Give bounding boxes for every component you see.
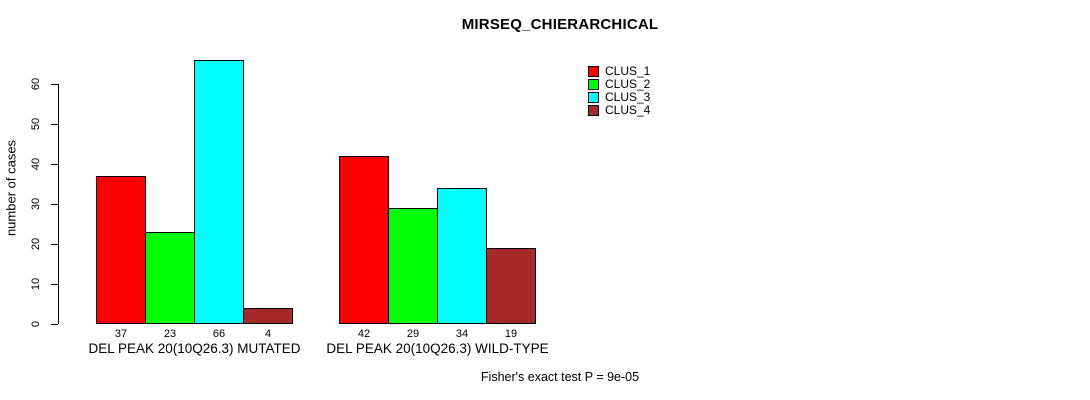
- legend-item-clus_1: CLUS_1: [588, 65, 650, 78]
- bar-value-label: 29: [406, 328, 420, 340]
- bar-value-label: 23: [163, 328, 177, 340]
- y-axis-tick: [51, 204, 58, 205]
- bar-value-label: 4: [264, 328, 272, 340]
- legend-swatch: [588, 92, 599, 103]
- bar-clus_1-group2: [339, 156, 389, 324]
- y-axis-tick-label: 20: [30, 237, 42, 251]
- bar-clus_2-group1: [145, 232, 195, 324]
- y-axis-tick-label: 0: [30, 320, 42, 328]
- bar-value-label: 42: [357, 328, 371, 340]
- bar-value-label: 37: [114, 328, 128, 340]
- legend-item-clus_4: CLUS_4: [588, 104, 650, 117]
- chart-title: MIRSEQ_CHIERARCHICAL: [461, 16, 659, 33]
- y-axis-tick-label: 50: [30, 117, 42, 131]
- legend-item-clus_2: CLUS_2: [588, 78, 650, 91]
- bar-clus_3-group1: [194, 60, 244, 324]
- legend-swatch: [588, 105, 599, 116]
- y-axis-tick-label: 30: [30, 197, 42, 211]
- legend-label: CLUS_3: [605, 90, 651, 104]
- y-axis-tick: [51, 284, 58, 285]
- bar-clus_4-group1: [243, 308, 293, 324]
- bar-value-label: 34: [455, 328, 469, 340]
- legend-label: CLUS_1: [605, 64, 651, 78]
- y-axis-tick-label: 10: [30, 277, 42, 291]
- bar-clus_4-group2: [486, 248, 536, 324]
- group-label: DEL PEAK 20(10Q26.3) MUTATED: [88, 341, 301, 356]
- bar-value-label: 66: [212, 328, 226, 340]
- y-axis-line: [58, 84, 59, 324]
- bar-clus_1-group1: [96, 176, 146, 324]
- y-axis-tick-label: 40: [30, 157, 42, 171]
- bar-clus_3-group2: [437, 188, 487, 324]
- legend-item-clus_3: CLUS_3: [588, 91, 650, 104]
- y-axis-tick: [51, 244, 58, 245]
- fisher-test-note: Fisher's exact test P = 9e-05: [480, 370, 640, 384]
- y-axis-tick: [51, 84, 58, 85]
- y-axis-tick-label: 60: [30, 77, 42, 91]
- y-axis-tick: [51, 164, 58, 165]
- legend-label: CLUS_4: [605, 103, 651, 117]
- legend-swatch: [588, 66, 599, 77]
- group-label: DEL PEAK 20(10Q26.3) WILD-TYPE: [326, 341, 549, 356]
- bar-clus_2-group2: [388, 208, 438, 324]
- legend: CLUS_1 CLUS_2 CLUS_3 CLUS_4: [588, 65, 650, 117]
- legend-label: CLUS_2: [605, 77, 651, 91]
- bar-value-label: 19: [504, 328, 518, 340]
- y-axis-label: number of cases: [3, 139, 19, 237]
- y-axis-tick: [51, 124, 58, 125]
- legend-swatch: [588, 79, 599, 90]
- y-axis-tick: [51, 324, 58, 325]
